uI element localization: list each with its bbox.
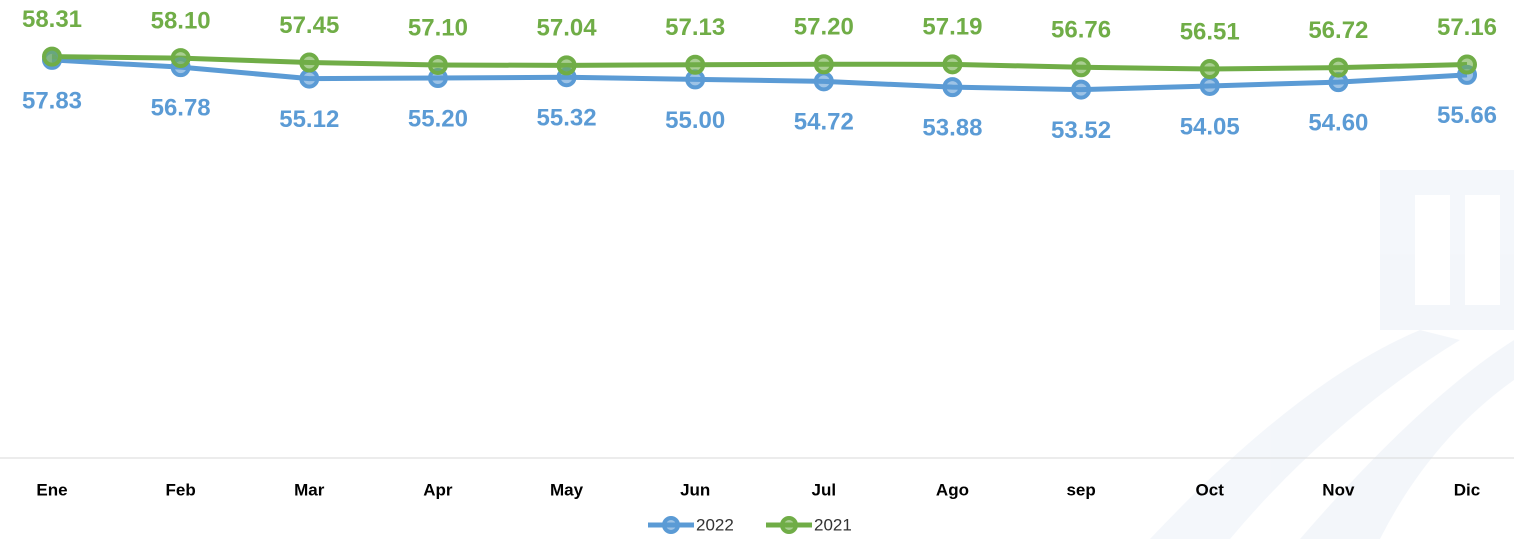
x-tick-label: Jul bbox=[812, 480, 837, 499]
data-label: 54.05 bbox=[1180, 113, 1240, 140]
data-label: 57.45 bbox=[279, 12, 339, 39]
data-point bbox=[1202, 61, 1218, 77]
data-point bbox=[44, 49, 60, 65]
data-label: 56.72 bbox=[1308, 17, 1368, 44]
data-point bbox=[559, 57, 575, 73]
data-point bbox=[816, 56, 832, 72]
x-tick-label: Dic bbox=[1454, 480, 1480, 499]
data-point bbox=[687, 57, 703, 73]
x-tick-label: May bbox=[550, 480, 584, 499]
data-label: 57.16 bbox=[1437, 14, 1497, 41]
x-tick-label: Feb bbox=[166, 480, 196, 499]
legend-marker bbox=[664, 518, 678, 532]
data-label: 55.32 bbox=[537, 105, 597, 132]
data-point bbox=[1459, 57, 1475, 73]
data-label: 55.12 bbox=[279, 106, 339, 133]
data-label: 54.72 bbox=[794, 109, 854, 136]
legend-marker bbox=[782, 518, 796, 532]
data-label: 57.13 bbox=[665, 14, 725, 41]
data-label: 57.10 bbox=[408, 14, 468, 41]
data-point bbox=[301, 71, 317, 87]
data-point bbox=[430, 57, 446, 73]
legend-label: 2022 bbox=[696, 515, 734, 534]
data-point bbox=[1073, 82, 1089, 98]
x-tick-label: sep bbox=[1066, 480, 1095, 499]
x-tick-label: Ene bbox=[36, 480, 67, 499]
x-tick-label: Oct bbox=[1196, 480, 1225, 499]
data-label: 58.31 bbox=[22, 6, 82, 33]
data-point bbox=[816, 73, 832, 89]
data-point bbox=[1073, 59, 1089, 75]
series-line bbox=[52, 57, 1467, 69]
data-point bbox=[1330, 60, 1346, 76]
x-tick-label: Ago bbox=[936, 480, 969, 499]
x-tick-label: Nov bbox=[1322, 480, 1355, 499]
data-label: 53.88 bbox=[922, 114, 982, 141]
data-label: 56.78 bbox=[151, 95, 211, 122]
data-label: 55.66 bbox=[1437, 102, 1497, 129]
chart: Ene Feb Mar Apr May Jun Jul Ago sep Oct Nov Dic 57.8… bbox=[0, 0, 1514, 539]
data-label: 56.76 bbox=[1051, 17, 1111, 44]
data-label: 54.60 bbox=[1308, 110, 1368, 137]
data-label: 53.52 bbox=[1051, 117, 1111, 144]
data-point bbox=[1202, 78, 1218, 94]
legend-label: 2021 bbox=[814, 515, 852, 534]
data-label: 56.51 bbox=[1180, 18, 1240, 45]
data-label: 58.10 bbox=[151, 7, 211, 34]
data-label: 57.19 bbox=[922, 14, 982, 41]
data-label: 57.20 bbox=[794, 14, 854, 41]
data-point bbox=[173, 50, 189, 66]
data-label: 55.00 bbox=[665, 107, 725, 134]
x-tick-label: Mar bbox=[294, 480, 325, 499]
data-point bbox=[301, 55, 317, 71]
data-label: 57.83 bbox=[22, 87, 82, 114]
x-tick-label: Jun bbox=[680, 480, 710, 499]
data-label: 55.20 bbox=[408, 105, 468, 132]
data-point bbox=[944, 79, 960, 95]
data-label: 57.04 bbox=[537, 15, 598, 42]
x-tick-label: Apr bbox=[423, 480, 453, 499]
data-point bbox=[944, 56, 960, 72]
